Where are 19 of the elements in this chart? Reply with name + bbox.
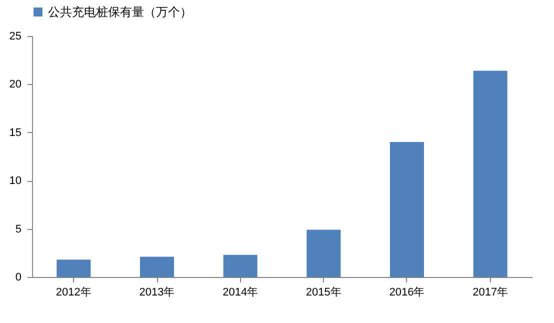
y-tick-label: 10 bbox=[9, 175, 22, 188]
x-tick-label: 2012年 bbox=[56, 286, 92, 298]
bar bbox=[473, 70, 508, 277]
bar bbox=[306, 230, 341, 277]
y-tick-label: 20 bbox=[9, 78, 22, 91]
bar bbox=[140, 256, 174, 277]
y-tick-label: 0 bbox=[15, 272, 22, 284]
x-tick-label: 2014年 bbox=[222, 286, 258, 298]
x-tick-label: 2017年 bbox=[472, 286, 508, 298]
legend-label: 公共充电桩保有量（万个） bbox=[48, 5, 192, 19]
y-tick-label: 15 bbox=[9, 126, 22, 139]
bar bbox=[56, 260, 91, 277]
y-tick-label: 25 bbox=[9, 30, 22, 42]
bar bbox=[390, 142, 424, 277]
x-tick-label: 2016年 bbox=[389, 286, 425, 298]
y-tick-label: 5 bbox=[15, 223, 22, 236]
x-tick-label: 2013年 bbox=[139, 286, 175, 298]
bar bbox=[223, 254, 258, 277]
x-tick-label: 2015年 bbox=[306, 286, 342, 298]
